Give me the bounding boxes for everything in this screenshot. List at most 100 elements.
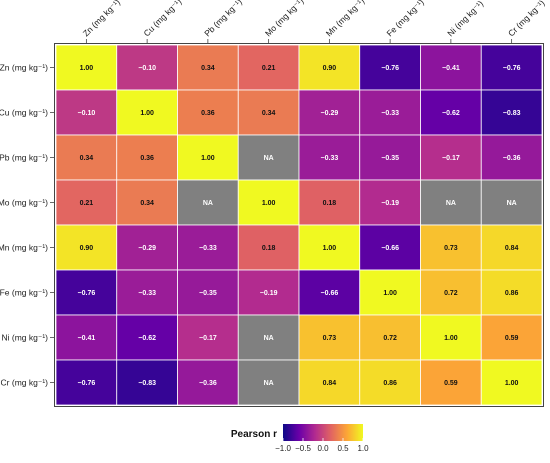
cell-value-label: −0.83 [503,110,521,117]
heatmap-cell [298,314,361,361]
cell-value-label: −0.36 [503,155,521,162]
y-tick-label: Cr (mg kg⁻¹) [1,378,49,388]
cell-value-label: −0.19 [260,290,278,297]
cell-value-label: −0.76 [78,380,96,387]
cell-value-label: NA [264,155,274,162]
cell-value-label: 1.00 [383,290,397,297]
x-tick-label: Zn (mg kg⁻¹) [81,0,122,38]
cell-value-label: 0.36 [140,155,154,162]
cell-value-label: −0.41 [78,335,96,342]
cell-value-label: 0.72 [383,335,397,342]
cell-value-label: 0.72 [444,290,458,297]
cell-value-label: 0.84 [323,380,337,387]
heatmap-cell [420,89,482,136]
y-tick-label: Zn (mg kg⁻¹) [0,63,48,73]
legend-tick-label: −1.0 [275,444,291,453]
y-tick-label: Ni (mg kg⁻¹) [1,333,48,343]
heatmap-cell [177,224,239,271]
cell-value-label: −0.36 [199,380,217,387]
cell-value-label: −0.66 [381,245,399,252]
cell-value-label: −0.83 [138,380,156,387]
cell-value-label: 0.84 [505,245,519,252]
cell-value-label: 0.59 [444,380,458,387]
cell-value-label: NA [264,335,274,342]
heatmap-cell [116,134,178,181]
heatmap-cell [116,179,178,226]
cell-value-label: 1.00 [323,245,337,252]
cell-value-label: −0.76 [381,65,399,72]
cell-value-label: −0.76 [503,65,521,72]
heatmap-cell [237,134,300,181]
legend-tick-label: 0.0 [317,444,329,453]
heatmap-cell [359,44,421,91]
cell-value-label: 0.86 [383,380,397,387]
cell-value-label: 0.59 [505,335,519,342]
cell-value-label: −0.33 [138,290,156,297]
cell-value-label: 0.73 [323,335,337,342]
heatmap-cell [420,179,482,226]
cell-value-label: −0.29 [138,245,156,252]
cell-value-label: −0.41 [442,65,460,72]
heatmap-cell [177,314,239,361]
cell-value-label: 0.34 [80,155,94,162]
cell-value-label: −0.17 [442,155,460,162]
heatmap-cell [298,269,361,316]
heatmap-cell [480,134,543,181]
heatmap-cell [480,224,543,271]
heatmap-cell [55,359,118,406]
cell-value-label: 0.21 [262,65,276,72]
heatmap-cell [480,269,543,316]
heatmap-cell [177,179,239,226]
cell-value-label: 1.00 [201,155,215,162]
cell-value-label: −0.19 [381,200,399,207]
heatmap-cell [237,44,300,91]
cell-value-label: −0.33 [321,155,339,162]
heatmap-cell [359,269,421,316]
heatmap-cell [298,134,361,181]
cell-value-label: 0.86 [505,290,519,297]
cell-value-label: −0.35 [381,155,399,162]
y-tick-label: Mn (mg kg⁻¹) [0,243,48,253]
heatmap-cell [420,314,482,361]
heatmap-cell [116,44,178,91]
cell-value-label: 1.00 [444,335,458,342]
heatmap-cell [55,89,118,136]
cell-value-label: NA [264,380,274,387]
heatmap-cell [359,179,421,226]
cell-value-label: −0.62 [442,110,460,117]
heatmap-cell [480,359,543,406]
heatmap-cell [116,359,178,406]
y-tick-label: Cu (mg kg⁻¹) [0,108,48,118]
x-tick-label: Cu (mg kg⁻¹) [141,0,183,38]
plot-panel-border [54,43,544,407]
heatmap-cell [298,89,361,136]
legend-colorbar [283,424,363,441]
y-tick-label: Mo (mg kg⁻¹) [0,198,48,208]
cell-value-label: −0.62 [138,335,156,342]
heatmap-cell [298,359,361,406]
heatmap-cell [237,269,300,316]
cell-value-label: −0.76 [78,290,96,297]
heatmap-cell [480,314,543,361]
heatmap-cell [237,89,300,136]
cell-value-label: 0.34 [262,110,276,117]
cell-value-label: −0.10 [78,110,96,117]
heatmap-cell [359,314,421,361]
cell-value-label: 0.90 [80,245,94,252]
heatmap-cell [480,179,543,226]
heatmap-cell [298,179,361,226]
cell-value-label: −0.33 [381,110,399,117]
cell-value-label: −0.29 [321,110,339,117]
cell-value-label: 1.00 [262,200,276,207]
y-tick-label: Fe (mg kg⁻¹) [0,288,48,298]
cell-value-label: 0.18 [262,245,276,252]
cell-value-label: 0.34 [201,65,215,72]
legend-title: Pearson r [231,429,277,440]
heatmap-cell [420,134,482,181]
x-tick-label: Cr (mg kg⁻¹) [506,0,547,38]
cell-value-label: NA [446,200,456,207]
x-tick-label: Pb (mg kg⁻¹) [202,0,244,38]
cell-value-label: −0.33 [199,245,217,252]
